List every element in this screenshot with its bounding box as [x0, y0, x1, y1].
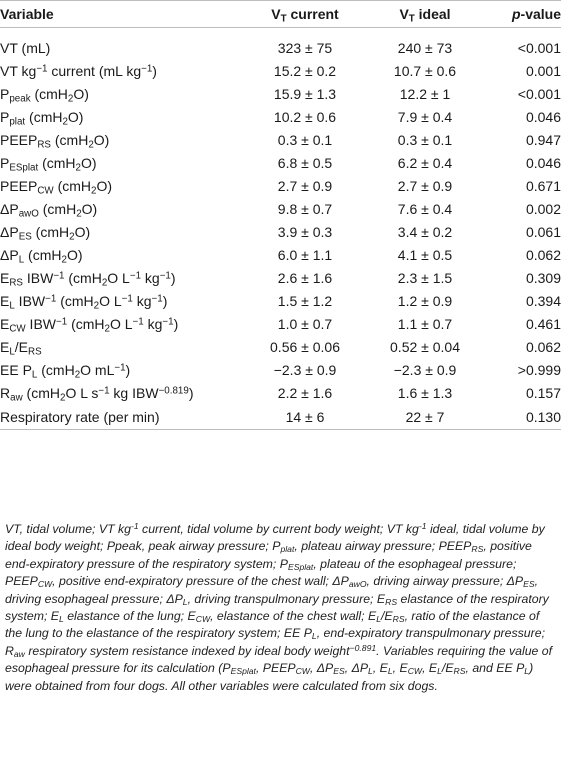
row-variable: EL/ERS: [0, 339, 42, 358]
row-vt-ideal: 1.6 ± 1.3: [397, 385, 453, 401]
table-row: ERS IBW−1 (cmH2O L−1 kg−1) 2.6 ± 1.6 2.3…: [0, 267, 561, 290]
row-vt-ideal: 22 ± 7: [370, 405, 480, 430]
table-header-row: Variable VT current VT ideal p-value: [0, 0, 561, 28]
row-vt-current: 2.6 ± 1.6: [277, 270, 333, 286]
row-vt-ideal: 6.2 ± 0.4: [397, 155, 453, 171]
row-p-value: 0.309: [525, 270, 561, 286]
row-vt-current: 6.8 ± 0.5: [277, 155, 333, 171]
row-vt-ideal: 1.1 ± 0.7: [397, 316, 453, 332]
results-table: Variable VT current VT ideal p-value VT …: [0, 0, 561, 430]
row-vt-current: 2.7 ± 0.9: [277, 178, 333, 194]
table-row: ΔPL (cmH2O) 6.0 ± 1.1 4.1 ± 0.5 0.062: [0, 244, 561, 267]
row-vt-ideal: 2.7 ± 0.9: [397, 178, 453, 194]
row-p-value: 0.947: [525, 132, 561, 148]
table-footnote: VT, tidal volume; VT kg-1 current, tidal…: [5, 521, 553, 693]
row-vt-current: 15.9 ± 1.3: [273, 86, 337, 102]
row-vt-ideal: 3.4 ± 0.2: [397, 224, 453, 240]
row-variable: ΔPL (cmH2O): [0, 247, 83, 266]
row-p-value: <0.001: [517, 86, 561, 102]
row-p-value: 0.046: [525, 155, 561, 171]
table-row: VT (mL) 323 ± 75 240 ± 73 <0.001: [0, 28, 561, 61]
row-p-value: 0.062: [525, 247, 561, 263]
row-variable: ERS IBW−1 (cmH2O L−1 kg−1): [0, 270, 176, 289]
row-vt-current: 3.9 ± 0.3: [277, 224, 333, 240]
row-variable: Raw (cmH2O L s−1 kg IBW−0.819): [0, 385, 194, 404]
table-row: Respiratory rate (per min) 14 ± 6 22 ± 7…: [0, 405, 561, 430]
row-p-value: 0.671: [525, 178, 561, 194]
row-variable: VT (mL): [0, 40, 51, 56]
row-variable: ECW IBW−1 (cmH2O L−1 kg−1): [0, 316, 179, 335]
row-variable: EE PL (cmH2O mL−1): [0, 362, 131, 381]
table-row: ΔPawO (cmH2O) 9.8 ± 0.7 7.6 ± 0.4 0.002: [0, 198, 561, 221]
row-p-value: 0.461: [525, 316, 561, 332]
row-vt-ideal: 12.2 ± 1: [399, 86, 451, 102]
header-vt-current: VT current: [240, 0, 370, 28]
table-row: VT kg−1 current (mL kg−1) 15.2 ± 0.2 10.…: [0, 60, 561, 83]
row-p-value: 0.157: [525, 385, 561, 401]
row-vt-current: 9.8 ± 0.7: [277, 201, 333, 217]
row-variable: Pplat (cmH2O): [0, 109, 84, 128]
row-vt-current: −2.3 ± 0.9: [273, 362, 337, 378]
row-vt-ideal: 2.3 ± 1.5: [397, 270, 453, 286]
row-variable: PEEPRS (cmH2O): [0, 132, 110, 151]
row-p-value: 0.394: [525, 293, 561, 309]
row-vt-current: 1.5 ± 1.2: [277, 293, 333, 309]
row-vt-current: 323 ± 75: [277, 40, 333, 56]
row-p-value: <0.001: [517, 40, 561, 56]
table-row: PESplat (cmH2O) 6.8 ± 0.5 6.2 ± 0.4 0.04…: [0, 152, 561, 175]
row-variable: EL IBW−1 (cmH2O L−1 kg−1): [0, 293, 168, 312]
row-variable: Respiratory rate (per min): [0, 405, 240, 430]
row-vt-ideal: 7.9 ± 0.4: [397, 109, 453, 125]
row-vt-current: 6.0 ± 1.1: [277, 247, 333, 263]
row-variable: Ppeak (cmH2O): [0, 86, 89, 105]
row-variable: ΔPawO (cmH2O): [0, 201, 98, 220]
row-p-value: 0.002: [525, 201, 561, 217]
header-p-value: p-value: [480, 0, 561, 28]
table-row: ECW IBW−1 (cmH2O L−1 kg−1) 1.0 ± 0.7 1.1…: [0, 313, 561, 336]
row-variable: PEEPCW (cmH2O): [0, 178, 113, 197]
row-vt-current: 15.2 ± 0.2: [273, 63, 337, 79]
row-vt-ideal: 4.1 ± 0.5: [397, 247, 453, 263]
table-row: Raw (cmH2O L s−1 kg IBW−0.819) 2.2 ± 1.6…: [0, 382, 561, 405]
row-vt-ideal: 7.6 ± 0.4: [397, 201, 453, 217]
row-p-value: 0.046: [525, 109, 561, 125]
table-row: Pplat (cmH2O) 10.2 ± 0.6 7.9 ± 0.4 0.046: [0, 106, 561, 129]
table-row: ΔPES (cmH2O) 3.9 ± 0.3 3.4 ± 0.2 0.061: [0, 221, 561, 244]
table-row: EL/ERS 0.56 ± 0.06 0.52 ± 0.04 0.062: [0, 336, 561, 359]
row-vt-ideal: 10.7 ± 0.6: [393, 63, 457, 79]
row-vt-current: 10.2 ± 0.6: [273, 109, 337, 125]
row-variable: PESplat (cmH2O): [0, 155, 97, 174]
row-p-value: 0.061: [525, 224, 561, 240]
row-p-value: 0.001: [525, 63, 561, 79]
row-vt-ideal: 240 ± 73: [397, 40, 453, 56]
table-row: EE PL (cmH2O mL−1) −2.3 ± 0.9 −2.3 ± 0.9…: [0, 359, 561, 382]
row-p-value: 0.130: [480, 405, 561, 430]
table-row: PEEPCW (cmH2O) 2.7 ± 0.9 2.7 ± 0.9 0.671: [0, 175, 561, 198]
row-vt-current: 1.0 ± 0.7: [277, 316, 333, 332]
row-vt-ideal: 0.52 ± 0.04: [390, 339, 460, 355]
header-variable: Variable: [0, 0, 240, 28]
table-row: PEEPRS (cmH2O) 0.3 ± 0.1 0.3 ± 0.1 0.947: [0, 129, 561, 152]
row-p-value: >0.999: [517, 362, 561, 378]
row-vt-current: 0.56 ± 0.06: [270, 339, 340, 355]
table-row: EL IBW−1 (cmH2O L−1 kg−1) 1.5 ± 1.2 1.2 …: [0, 290, 561, 313]
row-p-value: 0.062: [525, 339, 561, 355]
row-vt-ideal: 1.2 ± 0.9: [397, 293, 453, 309]
row-vt-ideal: −2.3 ± 0.9: [393, 362, 457, 378]
row-variable: ΔPES (cmH2O): [0, 224, 91, 243]
header-vt-ideal: VT ideal: [370, 0, 480, 28]
row-vt-current: 2.2 ± 1.6: [277, 385, 333, 401]
row-vt-ideal: 0.3 ± 0.1: [397, 132, 453, 148]
row-variable: VT kg−1 current (mL kg−1): [0, 63, 157, 79]
table-row: Ppeak (cmH2O) 15.9 ± 1.3 12.2 ± 1 <0.001: [0, 83, 561, 106]
row-vt-current: 14 ± 6: [240, 405, 370, 430]
row-vt-current: 0.3 ± 0.1: [277, 132, 333, 148]
